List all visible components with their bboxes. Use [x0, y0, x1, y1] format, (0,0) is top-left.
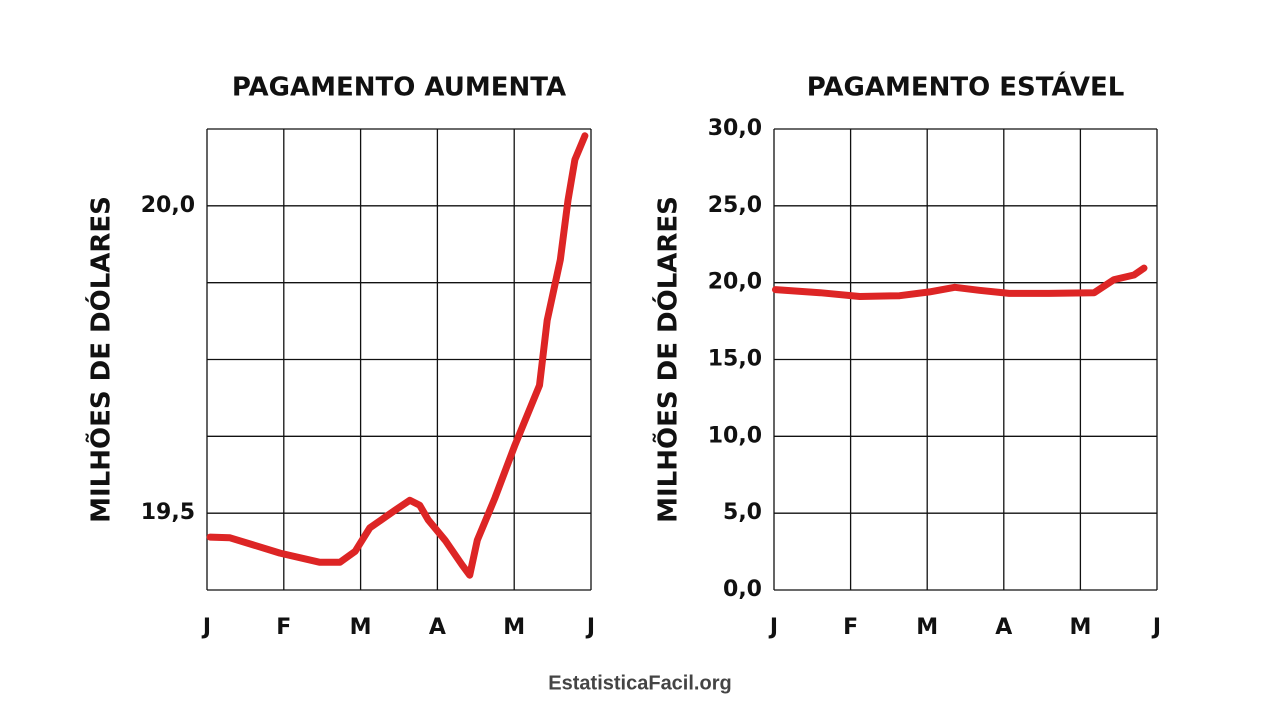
- x-tick-label: A: [995, 615, 1012, 640]
- chart-title: PAGAMENTO ESTÁVEL: [807, 71, 1125, 103]
- y-tick-label: 5,0: [723, 500, 762, 525]
- data-line: [206, 132, 589, 579]
- x-tick-label: M: [1069, 615, 1091, 640]
- footer: EstatisticaFacil.org: [548, 672, 731, 694]
- y-axis-label: MILHÕES DE DÓLARES: [85, 196, 117, 523]
- x-tick-label: F: [276, 615, 291, 640]
- x-tick-label: M: [503, 615, 525, 640]
- x-tick-label: J: [201, 615, 211, 640]
- y-tick-label: 20,0: [141, 193, 195, 218]
- x-tick-label: J: [585, 615, 595, 640]
- y-tick-label: 25,0: [708, 193, 762, 218]
- x-tick-label: J: [1151, 615, 1161, 640]
- data-line: [772, 264, 1148, 300]
- x-tick-label: M: [916, 615, 938, 640]
- chart-title: PAGAMENTO AUMENTA: [232, 73, 566, 103]
- y-tick-label: 15,0: [708, 347, 762, 372]
- y-tick-label: 0,0: [723, 577, 762, 602]
- y-axis-label: MILHÕES DE DÓLARES: [652, 196, 684, 523]
- y-tick-label: 19,5: [141, 500, 195, 525]
- x-tick-label: M: [350, 615, 372, 640]
- y-tick-label: 30,0: [708, 116, 762, 141]
- y-tick-label: 20,0: [708, 270, 762, 295]
- x-tick-label: F: [843, 615, 858, 640]
- x-tick-label: J: [768, 615, 778, 640]
- x-tick-label: A: [429, 615, 446, 640]
- y-tick-label: 10,0: [708, 423, 762, 448]
